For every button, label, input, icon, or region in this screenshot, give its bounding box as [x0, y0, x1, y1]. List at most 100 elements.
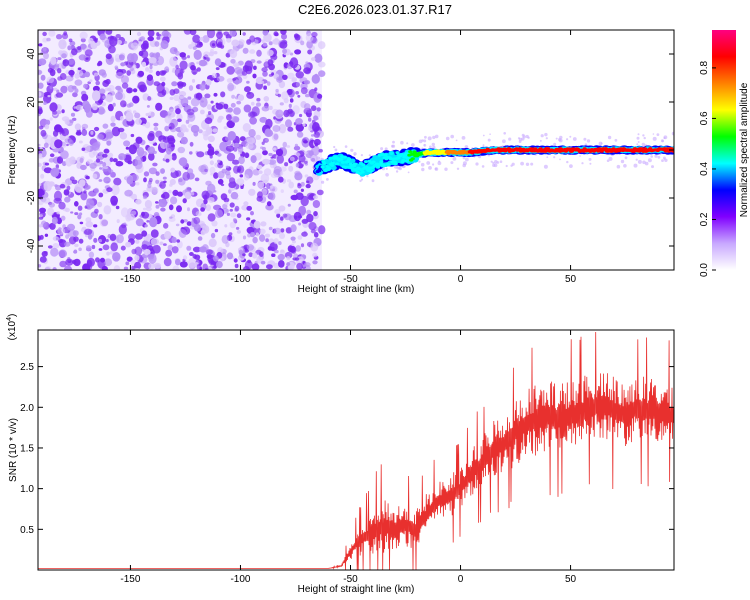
noise-blob [208, 197, 215, 203]
noise-blob [243, 104, 252, 113]
noise-blob [148, 177, 153, 183]
noise-blob [232, 78, 237, 81]
noise-blob [109, 233, 117, 241]
track-haze [462, 156, 466, 160]
noise-blob [225, 107, 231, 113]
noise-blob [290, 236, 296, 241]
noise-blob [266, 81, 271, 86]
noise-blob [196, 67, 201, 72]
noise-blob [72, 230, 79, 237]
noise-blob [230, 212, 237, 218]
track-haze [396, 166, 400, 170]
noise-blob [295, 81, 301, 87]
noise-blob [165, 158, 170, 163]
noise-blob [171, 81, 178, 87]
noise-blob [102, 162, 107, 167]
noise-blob [258, 170, 263, 174]
y-tick-label: 0.5 [20, 525, 34, 536]
noise-blob [163, 222, 169, 229]
noise-blob [261, 146, 266, 151]
x-tick-label: 50 [565, 274, 577, 285]
noise-blob [78, 238, 84, 244]
noise-blob [228, 232, 233, 236]
track-haze [606, 159, 610, 162]
noise-blob [98, 88, 106, 95]
noise-blob [78, 54, 87, 61]
noise-blob [243, 201, 249, 206]
noise-blob [47, 245, 53, 249]
noise-blob [223, 31, 230, 36]
noise-blob [96, 62, 101, 67]
noise-blob [317, 41, 326, 50]
noise-blob [200, 109, 205, 115]
noise-blob [55, 63, 60, 68]
noise-blob [81, 93, 89, 102]
noise-blob [153, 81, 161, 87]
noise-blob [273, 147, 277, 151]
noise-blob [167, 244, 173, 251]
noise-blob [289, 110, 295, 117]
track-haze [438, 160, 440, 163]
noise-blob [85, 57, 89, 60]
noise-blob [155, 171, 160, 176]
noise-blob [99, 218, 109, 227]
track-haze [411, 143, 415, 147]
noise-blob [73, 236, 79, 242]
noise-blob [40, 173, 45, 179]
snr-series-line [38, 331, 674, 570]
signal-point [322, 162, 327, 165]
noise-blob [283, 109, 290, 118]
noise-blob [131, 193, 137, 200]
noise-blob [262, 42, 268, 47]
noise-blob [169, 216, 173, 219]
noise-blob [65, 234, 70, 239]
noise-blob [41, 251, 48, 257]
track-haze [494, 160, 498, 164]
noise-blob [246, 217, 251, 221]
noise-blob [98, 239, 103, 243]
noise-blob [159, 241, 164, 246]
noise-blob [110, 171, 116, 178]
noise-blob [163, 142, 170, 149]
noise-blob [310, 105, 317, 112]
noise-blob [198, 129, 203, 134]
track-haze [518, 140, 522, 144]
snr-scale-exponent: 4 [6, 317, 13, 321]
noise-blob [51, 216, 58, 225]
signal-point [383, 153, 388, 157]
noise-blob [87, 234, 93, 240]
noise-blob [185, 119, 190, 124]
track-haze [321, 180, 325, 184]
noise-blob [206, 254, 213, 260]
noise-blob [125, 261, 130, 266]
noise-blob [169, 179, 176, 185]
noise-blob [193, 223, 201, 232]
noise-blob [208, 238, 217, 248]
noise-blob [85, 245, 92, 251]
noise-blob [279, 41, 288, 49]
noise-blob [155, 70, 161, 77]
noise-blob [312, 122, 320, 132]
noise-blob [60, 85, 68, 94]
noise-blob [155, 204, 160, 209]
noise-blob [310, 134, 315, 137]
noise-blob [198, 41, 202, 46]
noise-blob [146, 220, 150, 223]
noise-blob [184, 191, 192, 200]
noise-blob [60, 215, 66, 221]
signal-point [371, 160, 376, 164]
signal-point [327, 167, 332, 171]
track-haze [579, 155, 581, 157]
noise-blob [62, 60, 67, 64]
noise-blob [313, 211, 318, 217]
noise-blob [206, 104, 212, 110]
noise-blob [314, 142, 318, 147]
noise-blob [43, 180, 52, 192]
noise-blob [300, 87, 308, 95]
noise-blob [127, 160, 133, 165]
noise-blob [281, 33, 287, 40]
y-tick-label: -40 [26, 238, 37, 253]
noise-blob [192, 34, 201, 43]
noise-blob [169, 108, 175, 114]
noise-blob [252, 236, 258, 244]
